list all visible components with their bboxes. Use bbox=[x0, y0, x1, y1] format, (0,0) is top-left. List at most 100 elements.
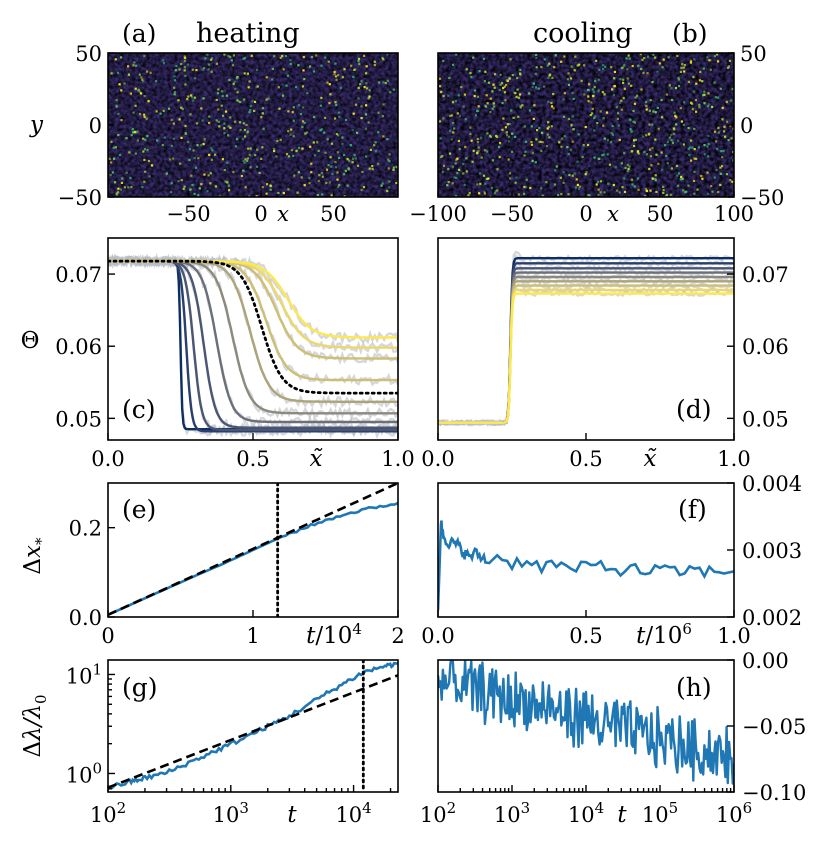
speckle bbox=[341, 76, 344, 79]
speckle bbox=[269, 184, 272, 187]
speckle bbox=[110, 161, 113, 164]
speckle bbox=[594, 115, 597, 118]
speckle bbox=[367, 121, 370, 124]
panel-label-f: (f) bbox=[678, 495, 707, 524]
speckle bbox=[642, 71, 645, 75]
speckle bbox=[214, 185, 217, 188]
speckle bbox=[701, 80, 704, 83]
noisy-profile bbox=[108, 254, 398, 356]
speckle bbox=[253, 109, 256, 112]
speckle bbox=[509, 177, 512, 180]
y-tick-label: 0.06 bbox=[55, 335, 102, 359]
y-tick-label: 100 bbox=[66, 759, 102, 787]
speckle bbox=[337, 156, 341, 160]
speckle bbox=[648, 109, 651, 112]
speckle bbox=[301, 125, 304, 128]
speckle bbox=[651, 123, 654, 126]
speckle bbox=[524, 150, 527, 153]
speckle bbox=[492, 102, 495, 105]
speckle bbox=[602, 124, 605, 127]
speckle bbox=[254, 154, 257, 157]
speckle bbox=[567, 117, 571, 120]
speckle bbox=[221, 158, 224, 161]
speckle bbox=[482, 57, 486, 60]
speckle bbox=[309, 65, 312, 68]
speckle bbox=[501, 102, 504, 105]
speckle bbox=[562, 171, 565, 174]
speckle bbox=[242, 160, 245, 163]
speckle bbox=[707, 59, 711, 62]
speckle bbox=[248, 80, 251, 83]
speckle bbox=[546, 127, 549, 130]
xlabel-g: t bbox=[287, 802, 297, 828]
speckle bbox=[634, 138, 637, 141]
speckle bbox=[534, 72, 537, 75]
ylabel-e: Δx* bbox=[20, 537, 50, 575]
xlabel-b: x bbox=[607, 202, 619, 226]
speckle bbox=[570, 124, 573, 128]
speckle bbox=[709, 68, 712, 71]
speckle bbox=[453, 176, 456, 179]
speckle bbox=[120, 119, 123, 122]
speckle bbox=[368, 89, 371, 92]
speckle bbox=[125, 137, 128, 140]
speckle bbox=[249, 104, 252, 107]
speckle bbox=[183, 55, 186, 58]
speckle bbox=[184, 74, 187, 77]
speckle bbox=[440, 90, 443, 94]
speckle bbox=[576, 160, 579, 163]
speckle bbox=[306, 131, 309, 134]
speckle bbox=[720, 150, 723, 153]
speckle bbox=[569, 77, 573, 80]
speckle bbox=[716, 147, 719, 150]
speckle bbox=[455, 158, 458, 161]
speckle bbox=[476, 151, 479, 154]
speckle bbox=[338, 184, 341, 187]
speckle bbox=[387, 158, 390, 161]
xlabel-a: x bbox=[277, 202, 289, 226]
speckle bbox=[336, 134, 340, 137]
speckle bbox=[301, 147, 304, 150]
speckle bbox=[320, 171, 323, 175]
x-tick-label: 104 bbox=[568, 799, 604, 827]
speckle bbox=[507, 158, 510, 161]
speckle bbox=[715, 140, 718, 143]
speckle bbox=[193, 77, 196, 80]
speckle bbox=[273, 149, 276, 153]
speckle bbox=[147, 100, 150, 103]
speckle bbox=[449, 114, 452, 117]
speckle bbox=[222, 114, 225, 117]
speckle bbox=[501, 82, 504, 85]
speckle bbox=[286, 74, 290, 77]
speckle bbox=[620, 99, 623, 102]
speckle bbox=[706, 171, 709, 174]
speckle bbox=[593, 85, 596, 89]
speckle bbox=[616, 117, 619, 120]
speckle bbox=[342, 173, 346, 176]
speckle bbox=[613, 77, 616, 80]
speckle bbox=[343, 153, 346, 157]
speckle bbox=[676, 174, 679, 177]
speckle bbox=[540, 187, 543, 190]
speckle bbox=[490, 187, 494, 190]
speckle bbox=[237, 100, 240, 103]
speckle bbox=[645, 104, 648, 108]
speckle bbox=[491, 159, 495, 162]
speckle bbox=[130, 134, 133, 137]
speckle bbox=[717, 126, 720, 129]
speckle bbox=[335, 103, 338, 107]
speckle bbox=[703, 144, 706, 147]
speckle bbox=[210, 158, 213, 161]
speckle bbox=[211, 149, 214, 152]
speckle bbox=[442, 95, 445, 98]
speckle bbox=[360, 80, 363, 83]
speckle bbox=[457, 94, 460, 97]
speckle bbox=[623, 151, 626, 155]
speckle bbox=[318, 174, 321, 177]
speckle bbox=[640, 88, 643, 91]
speckle bbox=[321, 175, 324, 178]
speckle bbox=[448, 76, 451, 79]
speckle bbox=[702, 94, 705, 97]
speckle bbox=[159, 112, 162, 115]
speckle bbox=[688, 153, 691, 157]
